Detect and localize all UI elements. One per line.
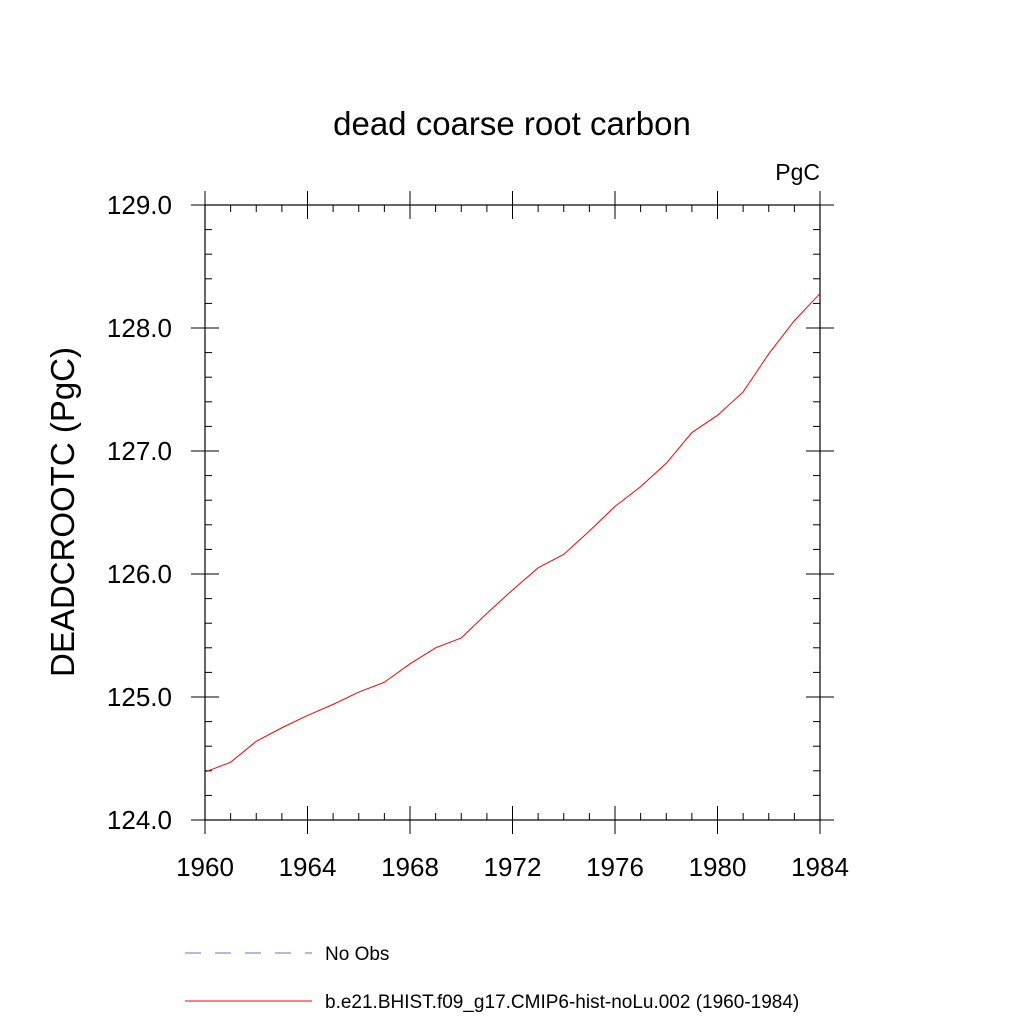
axis-tick-labels: 1960 1964 1968 1972 1976 1980 1984 124.0 125.0 12… [107, 190, 849, 882]
y-tick-label: 126.0 [107, 559, 172, 589]
x-tick-label: 1976 [586, 852, 644, 882]
chart-title: dead coarse root carbon [333, 105, 691, 142]
units-label: PgC [775, 159, 820, 185]
y-tick-label: 125.0 [107, 682, 172, 712]
legend: No Obs b.e21.BHIST.f09_g17.CMIP6-hist-noL… [185, 944, 799, 1013]
legend-label: b.e21.BHIST.f09_g17.CMIP6-hist-noLu.002 … [325, 992, 799, 1013]
x-tick-label: 1980 [689, 852, 747, 882]
x-tick-label: 1984 [791, 852, 849, 882]
x-tick-label: 1960 [176, 852, 234, 882]
y-axis-label: DEADCROOTC (PgC) [44, 347, 81, 677]
axis-ticks [191, 191, 834, 834]
series-line [204, 293, 821, 773]
legend-label: No Obs [325, 944, 389, 965]
plot-frame [204, 204, 821, 821]
x-tick-label: 1972 [484, 852, 542, 882]
series-lines [204, 293, 821, 773]
x-tick-label: 1964 [279, 852, 337, 882]
x-tick-label: 1968 [381, 852, 439, 882]
y-tick-label: 124.0 [107, 805, 172, 835]
y-tick-label: 127.0 [107, 436, 172, 466]
y-tick-label: 128.0 [107, 313, 172, 343]
y-tick-label: 129.0 [107, 190, 172, 220]
